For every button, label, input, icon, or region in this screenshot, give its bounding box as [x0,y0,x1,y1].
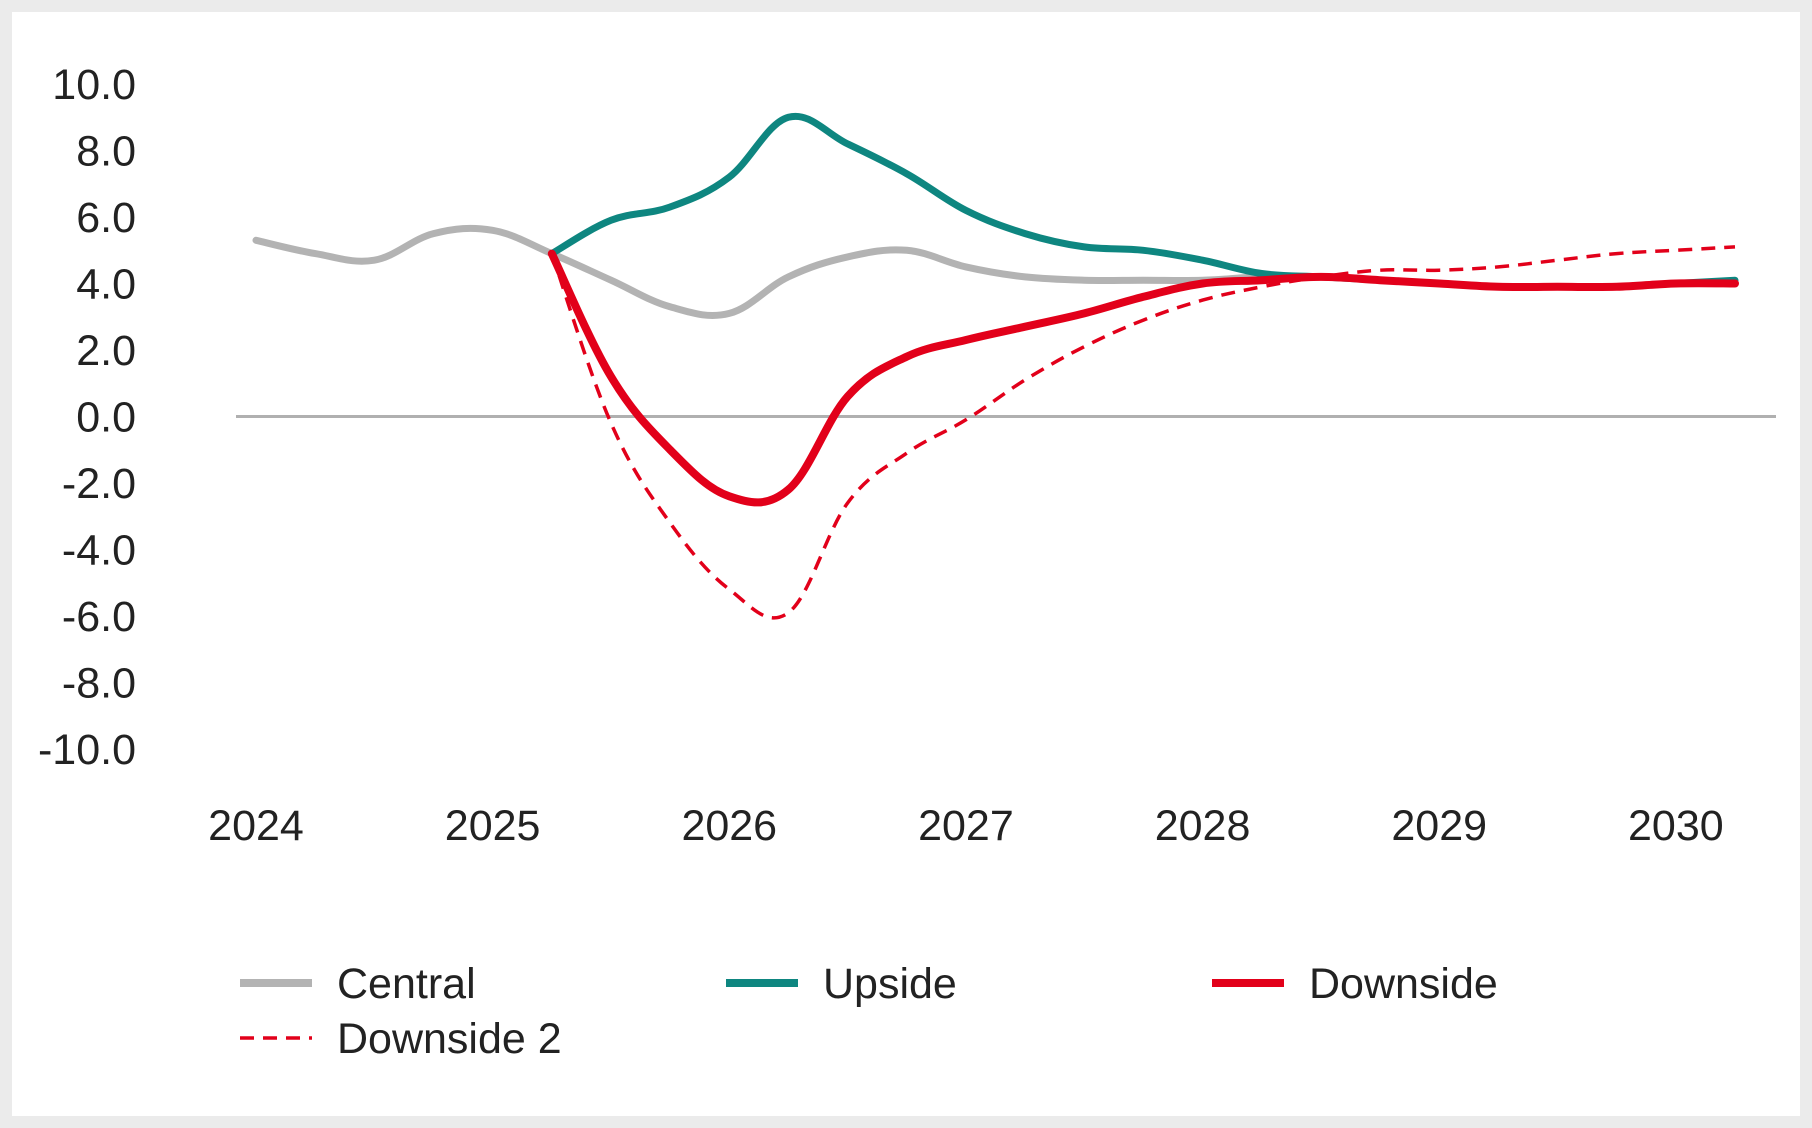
y-tick-label: -2.0 [62,460,136,508]
y-tick-label: -4.0 [62,527,136,575]
chart-frame [12,12,1800,1116]
y-tick-label: -10.0 [38,726,136,774]
series-line-downside [547,249,1739,507]
legend: Central Upside Downside Downside 2 [240,960,1498,1063]
y-tick-label: 6.0 [76,194,136,242]
x-tick-label: 2028 [1155,802,1251,850]
y-tick-label: 0.0 [76,394,136,442]
series-line-upside [548,112,1739,291]
y-tick-label: -8.0 [62,660,136,708]
y-tick-label: 10.0 [52,61,136,109]
y-tick-label: 4.0 [76,261,136,309]
y-tick-label: -6.0 [62,593,136,641]
x-tick-label: 2030 [1628,802,1724,850]
x-tick-label: 2025 [445,802,541,850]
x-tick-label: 2027 [918,802,1014,850]
x-axis-ticks: 2024 2025 2026 2027 2028 2029 2030 [208,802,1724,850]
x-tick-label: 2026 [681,802,777,850]
series-lines [252,112,1739,620]
x-tick-label: 2024 [208,802,304,850]
x-tick-label: 2029 [1391,802,1487,850]
y-axis-ticks: 10.0 8.0 6.0 4.0 2.0 0.0 -2.0 -4.0 -6.0 -8.0 -10.0 [38,61,136,774]
legend-label-downside: Downside [1309,960,1498,1008]
series-line-central [252,224,1739,319]
y-tick-label: 8.0 [76,128,136,176]
legend-label-upside: Upside [823,960,957,1008]
legend-label-downside-2: Downside 2 [337,1015,562,1063]
y-tick-label: 2.0 [76,327,136,375]
series-line-downside-2 [550,245,1736,620]
legend-label-central: Central [337,960,476,1008]
